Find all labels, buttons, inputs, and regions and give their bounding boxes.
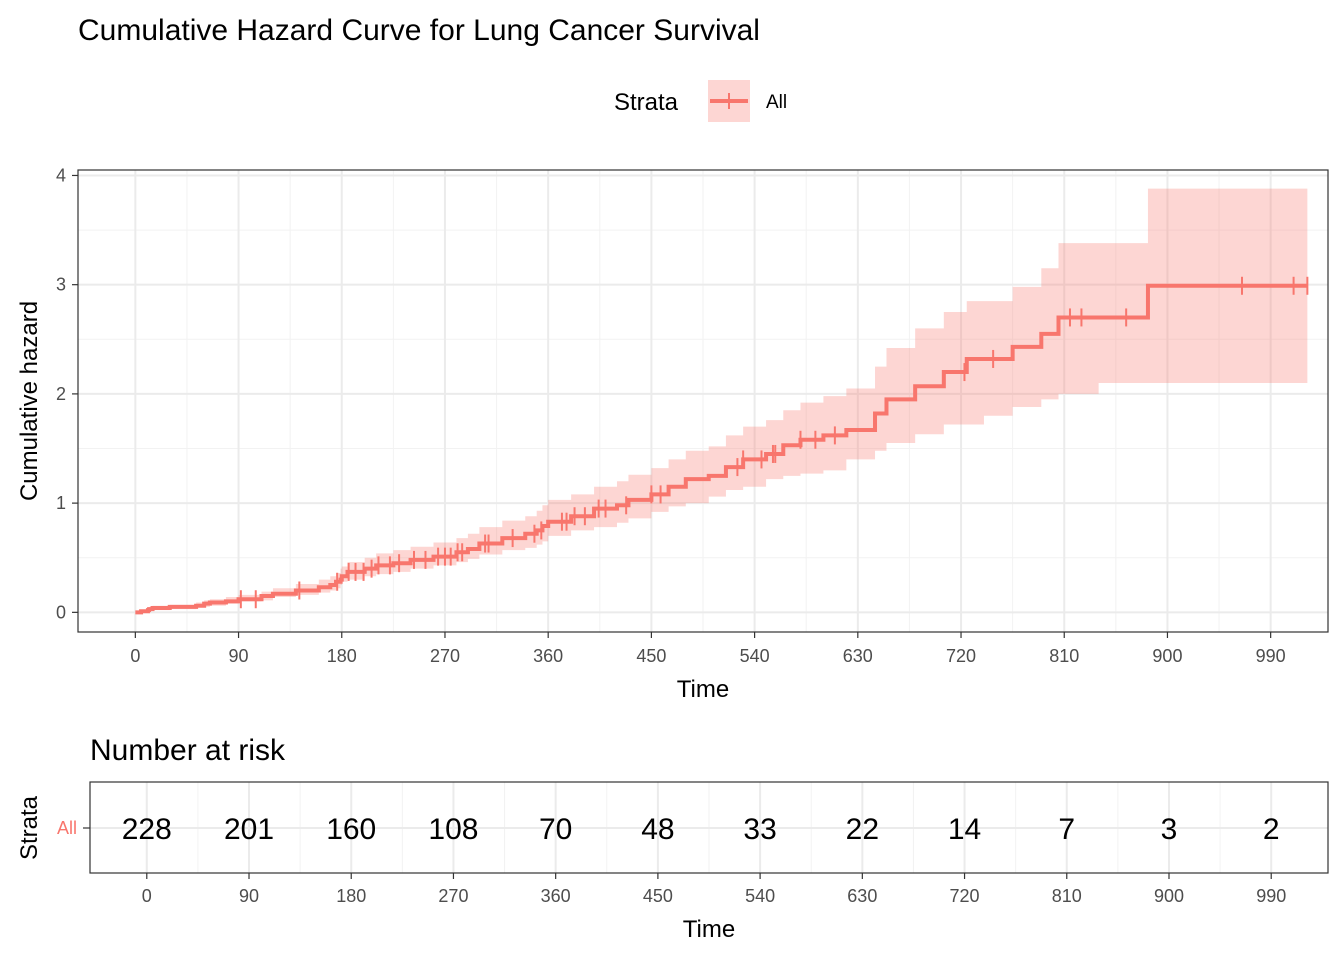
- hazard-plot: 0 90 180 270 360 450 540 630 720 810 900 990 01234 …: [16, 165, 1329, 703]
- risk-count: 48: [641, 813, 674, 846]
- y-tick-label: 1: [56, 493, 66, 513]
- risk-count: 228: [122, 813, 172, 846]
- confidence-band: [135, 188, 1308, 613]
- risk-x-tick-label: 450: [643, 886, 673, 906]
- main-gridlines: [78, 170, 1328, 632]
- x-tick-label: 900: [1152, 646, 1182, 666]
- risk-row-label: All: [57, 818, 77, 838]
- risk-x-tick-label: 990: [1256, 886, 1286, 906]
- x-axis-ticks: 0 90 180 270 360 450 540 630 720 810 900 990: [130, 632, 1286, 666]
- chart-title: Cumulative Hazard Curve for Lung Cancer …: [78, 14, 760, 47]
- x-tick-label: 270: [430, 646, 460, 666]
- risk-x-tick-label: 630: [847, 886, 877, 906]
- x-tick-label: 180: [327, 646, 357, 666]
- censor-marks: [239, 276, 1309, 609]
- risk-x-tick-label: 270: [438, 886, 468, 906]
- risk-x-tick-label: 90: [239, 886, 259, 906]
- risk-count: 3: [1161, 813, 1178, 846]
- x-axis-title: Time: [677, 676, 729, 703]
- y-axis-ticks: 0 1 2 3 4: [56, 165, 78, 622]
- hazard-step-line: [135, 283, 1308, 615]
- risk-y-axis-title: Strata: [16, 795, 43, 860]
- risk-table-title: Number at risk: [90, 734, 286, 767]
- risk-x-axis-title: Time: [683, 916, 735, 943]
- risk-count: 2: [1263, 813, 1280, 846]
- legend-title: Strata: [614, 89, 679, 116]
- y-tick-label: 2: [56, 384, 66, 404]
- x-tick-label: 720: [946, 646, 976, 666]
- main-panel-border: [77, 169, 1329, 633]
- confidence-ribbon: [135, 188, 1308, 613]
- risk-count: 201: [224, 813, 274, 846]
- hazard-series-all: [135, 283, 1308, 615]
- risk-x-axis-ticks: 0 90 180 270 360 450 540 630 720 810 900 990: [142, 873, 1286, 906]
- legend: Strata All: [614, 80, 787, 122]
- x-tick-label: 630: [843, 646, 873, 666]
- risk-count: 108: [428, 813, 478, 846]
- risk-count: 7: [1058, 813, 1075, 846]
- x-tick-label: 90: [229, 646, 249, 666]
- y-tick-label: 0: [56, 602, 66, 622]
- risk-count: 14: [948, 813, 981, 846]
- risk-x-tick-label: 720: [950, 886, 980, 906]
- risk-values: 228 201 160 108 70 48 33 22 14 7 3 2: [122, 813, 1280, 846]
- risk-x-tick-label: 0: [142, 886, 152, 906]
- risk-x-tick-label: 180: [336, 886, 366, 906]
- y-tick-label: 4: [56, 165, 66, 185]
- risk-x-tick-label: 540: [745, 886, 775, 906]
- y-tick-label: 3: [56, 275, 66, 295]
- risk-count: 33: [743, 813, 776, 846]
- risk-gridlines: [90, 782, 1328, 873]
- y-axis-title: Cumulative hazard: [16, 301, 43, 501]
- risk-count: 22: [846, 813, 879, 846]
- x-tick-label: 990: [1256, 646, 1286, 666]
- x-tick-label: 450: [636, 646, 666, 666]
- x-tick-label: 810: [1049, 646, 1079, 666]
- legend-label-all: All: [766, 92, 787, 113]
- risk-count: 70: [539, 813, 572, 846]
- risk-table: Number at risk 228 201 160 108 70 48 33 22 14 7 3 2…: [16, 734, 1329, 943]
- risk-x-tick-label: 810: [1052, 886, 1082, 906]
- x-tick-label: 360: [533, 646, 563, 666]
- x-tick-label: 0: [130, 646, 140, 666]
- x-tick-label: 540: [740, 646, 770, 666]
- risk-x-tick-label: 360: [541, 886, 571, 906]
- risk-x-tick-label: 900: [1154, 886, 1184, 906]
- risk-count: 160: [326, 813, 376, 846]
